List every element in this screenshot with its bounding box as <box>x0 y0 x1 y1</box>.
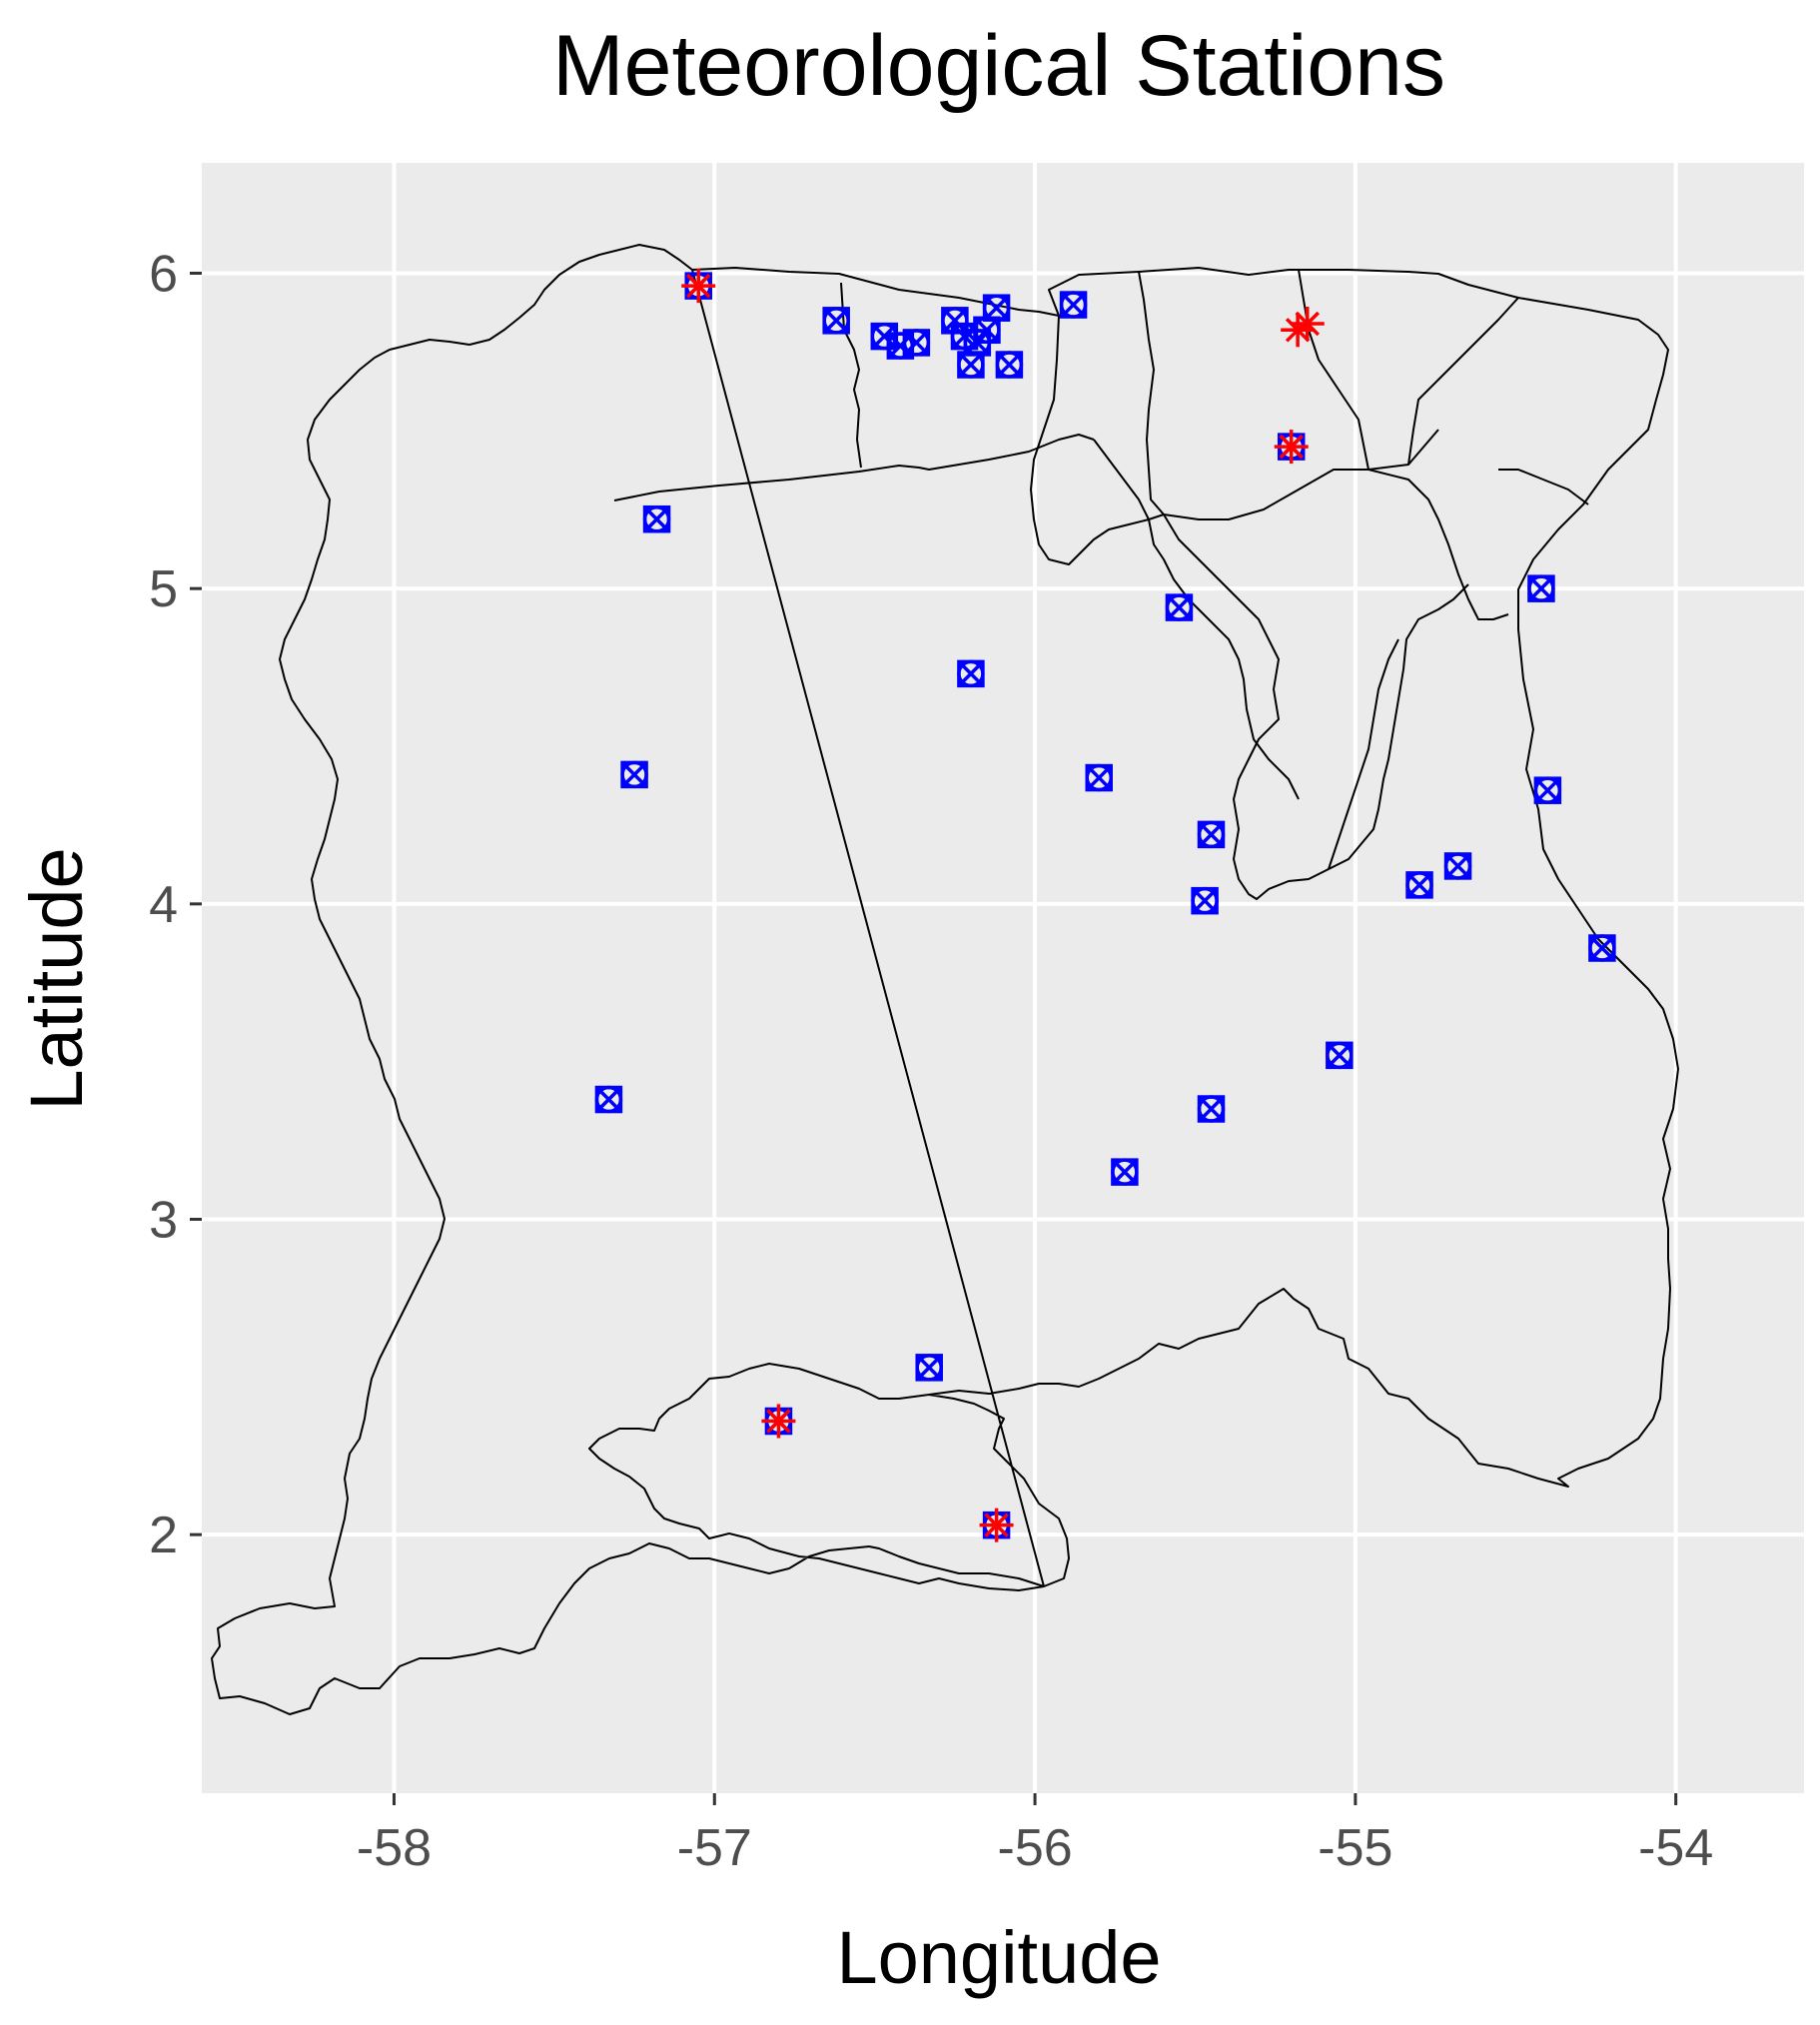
x-tick-label: -56 <box>998 1819 1073 1877</box>
station-markers <box>594 269 1616 1542</box>
station-marker-blue <box>620 760 648 789</box>
station-marker-blue <box>1059 291 1088 319</box>
x-tick-label: -54 <box>1638 1819 1713 1877</box>
country-borders <box>211 244 1679 1715</box>
station-marker-blue <box>1326 1041 1354 1070</box>
station-marker-blue <box>915 1354 943 1382</box>
station-marker-blue <box>1197 820 1226 849</box>
station-marker-blue <box>1085 763 1113 792</box>
x-tick-label: -58 <box>357 1819 432 1877</box>
district-border-9 <box>1498 469 1589 506</box>
station-marker-blue <box>982 294 1011 322</box>
station-marker-blue <box>995 351 1024 379</box>
y-tick-label: 6 <box>149 245 178 303</box>
station-marker-red <box>1290 306 1325 341</box>
country-outline <box>211 244 1679 1715</box>
district-border-6 <box>1163 513 1469 900</box>
y-axis-title: Latitude <box>15 847 98 1110</box>
station-marker-blue <box>1191 886 1219 915</box>
station-marker-red <box>1274 430 1309 465</box>
station-marker-blue <box>1197 1095 1226 1123</box>
station-marker-blue <box>1533 776 1562 804</box>
plot-panel <box>202 163 1804 1793</box>
x-axis-title: Longitude <box>836 1916 1161 1999</box>
district-border-7 <box>1093 439 1300 800</box>
district-border-5 <box>1298 269 1509 620</box>
station-marker-blue <box>941 307 969 335</box>
x-tick-label: -55 <box>1318 1819 1392 1877</box>
station-marker-blue <box>1165 593 1194 621</box>
y-tick-label: 4 <box>149 876 178 934</box>
station-marker-blue <box>594 1085 623 1114</box>
station-marker-blue <box>642 505 671 533</box>
y-tick-label: 2 <box>149 1507 178 1564</box>
district-border-1 <box>613 434 1095 502</box>
district-border-10 <box>1328 638 1399 870</box>
station-marker-blue <box>1405 871 1433 899</box>
chart-title: Meteorological Stations <box>552 18 1445 114</box>
station-marker-blue <box>902 329 931 357</box>
station-marker-blue <box>1527 574 1555 602</box>
station-marker-blue <box>957 659 985 688</box>
station-marker-blue <box>822 307 850 335</box>
station-marker-red <box>681 269 716 304</box>
y-tick-label: 3 <box>149 1191 178 1249</box>
station-marker-red <box>761 1404 796 1439</box>
district-border-8 <box>1407 297 1519 466</box>
x-tick-label: -57 <box>677 1819 752 1877</box>
station-marker-blue <box>1111 1158 1139 1186</box>
station-marker-blue <box>1588 934 1616 962</box>
axes: -58 -57 -56 -55 -54 2 3 4 5 6 <box>149 245 1713 1877</box>
station-marker-blue <box>1443 852 1472 880</box>
station-marker-red <box>979 1508 1014 1542</box>
district-border-3 <box>1030 315 1165 565</box>
y-tick-label: 5 <box>149 560 178 618</box>
